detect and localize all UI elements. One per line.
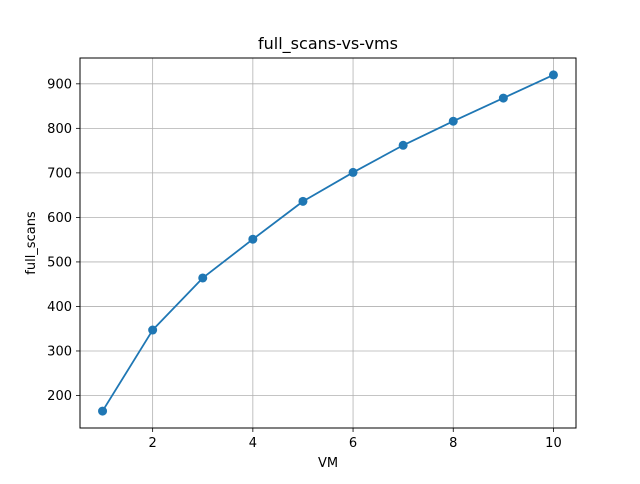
y-tick-label: 800 <box>47 122 72 137</box>
data-point <box>198 273 208 283</box>
y-tick-label: 700 <box>47 166 72 181</box>
x-tick-label: 8 <box>449 436 457 451</box>
y-tick-label: 600 <box>47 211 72 226</box>
plot-frame <box>79 57 577 429</box>
chart-title: full_scans-vs-vms <box>258 34 398 54</box>
x-axis-ticks: 2 4 6 8 10 <box>149 428 562 451</box>
data-point <box>298 196 308 206</box>
y-axis-label: full_scans <box>24 211 39 275</box>
x-tick-label: 4 <box>249 436 257 451</box>
data-point <box>398 140 408 150</box>
data-point <box>448 116 458 126</box>
data-point <box>148 325 158 335</box>
data-point <box>498 93 508 103</box>
y-tick-label: 500 <box>47 255 72 270</box>
x-axis-label: VM <box>318 456 338 471</box>
x-tick-label: 2 <box>149 436 157 451</box>
grid-lines <box>80 58 576 428</box>
x-tick-label: 10 <box>545 436 562 451</box>
series-layer <box>98 70 558 416</box>
y-tick-label: 900 <box>47 77 72 92</box>
data-point <box>348 167 358 177</box>
y-tick-label: 400 <box>47 300 72 315</box>
series-line <box>101 74 554 412</box>
x-tick-label: 6 <box>349 436 357 451</box>
y-tick-label: 300 <box>47 344 72 359</box>
data-point <box>548 70 558 80</box>
y-axis-ticks: 200 300 400 500 600 700 800 900 <box>47 77 80 404</box>
data-point <box>248 234 258 244</box>
data-point <box>98 406 108 416</box>
y-tick-label: 200 <box>47 389 72 404</box>
